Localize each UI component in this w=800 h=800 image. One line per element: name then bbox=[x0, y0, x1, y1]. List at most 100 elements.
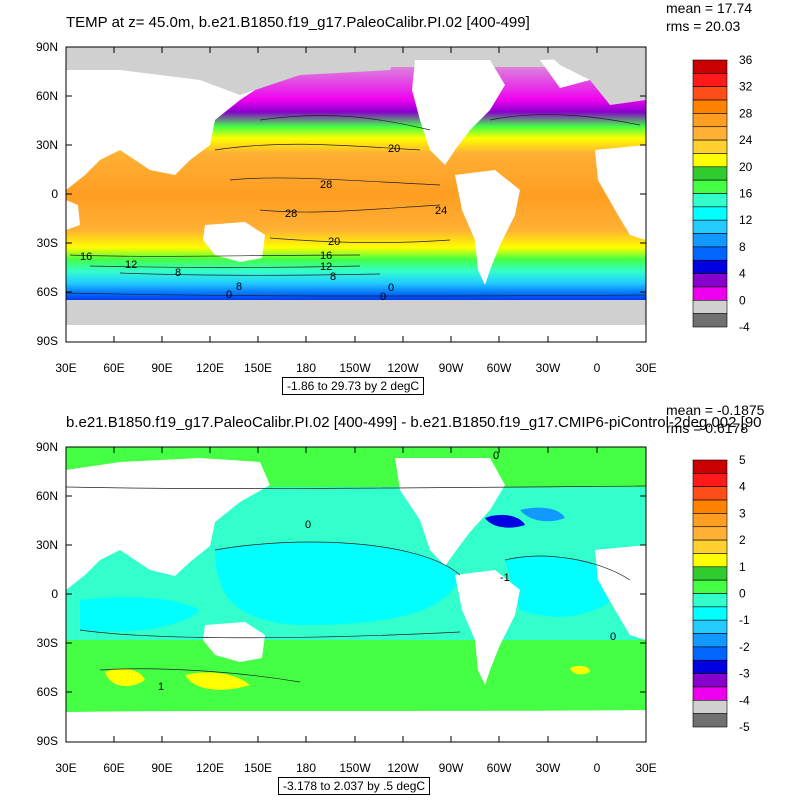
lat-label: 90N bbox=[36, 40, 58, 54]
top-antarctic-ice bbox=[66, 300, 646, 325]
bottom-colorbar-swatch bbox=[692, 459, 728, 474]
top-colorbar-swatch bbox=[692, 233, 728, 248]
bottom-contour-label: 0 bbox=[493, 450, 499, 462]
bottom-colorbar-label: -1 bbox=[739, 613, 750, 627]
top-contour-label: 0 bbox=[226, 289, 232, 301]
bottom-north-america bbox=[395, 458, 505, 566]
bottom-map-panel: b.e21.B1850.f19_g17.PaleoCalibr.PI.02 [4… bbox=[0, 400, 800, 800]
bottom-colorbar-label: -4 bbox=[739, 693, 750, 707]
lon-label: 60W bbox=[487, 361, 512, 375]
top-contour-label: 8 bbox=[236, 281, 242, 293]
top-africa bbox=[595, 145, 646, 240]
top-colorbar-swatch bbox=[692, 73, 728, 87]
lat-label: 60S bbox=[37, 685, 58, 699]
bottom-colorbar-swatch bbox=[692, 633, 728, 648]
top-colorbar-swatch bbox=[692, 86, 728, 101]
lon-label: 150E bbox=[244, 761, 272, 775]
bottom-colorbar-swatch bbox=[692, 593, 728, 608]
lat-label: 90S bbox=[37, 734, 58, 748]
bottom-contour-label: 1 bbox=[158, 681, 164, 693]
top-colorbar-swatch bbox=[692, 99, 728, 114]
lon-label: 150W bbox=[339, 361, 371, 375]
top-contour-label-group: 20 28 28 24 20 16 16 12 12 8 8 0 0 0 8 bbox=[80, 143, 447, 303]
top-north-america bbox=[412, 60, 505, 165]
top-mean-stat: mean = 17.74 bbox=[666, 0, 753, 16]
top-contour-28n bbox=[229, 177, 441, 186]
bottom-colorbar-label: 5 bbox=[739, 453, 746, 467]
top-lat-axis: 90N 60N 30N 0 30S 60S 90S bbox=[36, 40, 58, 348]
top-contour-label: 8 bbox=[175, 267, 181, 279]
top-colorbar-swatch bbox=[692, 299, 728, 314]
bottom-map-title: b.e21.B1850.f19_g17.PaleoCalibr.PI.02 [4… bbox=[66, 414, 762, 431]
lat-label: 30S bbox=[37, 636, 58, 650]
top-colorbar-label: 36 bbox=[739, 53, 753, 67]
top-contour-north-atl bbox=[489, 114, 641, 126]
bottom-contour-one bbox=[99, 668, 301, 683]
top-colorbar-swatch bbox=[692, 273, 728, 288]
top-contour-8s bbox=[119, 272, 381, 276]
lon-label: 60E bbox=[103, 361, 124, 375]
top-contour-label: 12 bbox=[125, 259, 137, 271]
lat-label: 60S bbox=[37, 285, 58, 299]
bottom-continents bbox=[66, 458, 646, 742]
top-contour-lines bbox=[65, 114, 647, 297]
top-colorbar-label: 0 bbox=[739, 293, 746, 307]
top-colorbar-swatch bbox=[692, 246, 728, 261]
lat-label: 90N bbox=[36, 440, 58, 454]
bottom-colorbar-swatch bbox=[692, 486, 728, 501]
lon-label: 90W bbox=[439, 361, 464, 375]
bottom-colorbar-label: -2 bbox=[739, 640, 750, 654]
top-contour-28s bbox=[259, 204, 441, 213]
lon-label: 120W bbox=[387, 761, 419, 775]
lat-label: 0 bbox=[51, 187, 58, 201]
bottom-colorbar-label: 4 bbox=[739, 480, 746, 494]
top-antarctic-land bbox=[66, 325, 646, 342]
top-colorbar: 36 32 28 24 20 16 12 8 4 0 -4 bbox=[692, 53, 753, 334]
top-map-title: TEMP at z= 45.0m, b.e21.B1850.f19_g17.Pa… bbox=[66, 14, 530, 31]
lat-label: 30N bbox=[36, 138, 58, 152]
lon-label: 120E bbox=[196, 361, 224, 375]
top-colorbar-swatch bbox=[692, 313, 728, 328]
lon-label: 90E bbox=[151, 761, 172, 775]
top-colorbar-label: 4 bbox=[739, 267, 746, 281]
top-colorbar-swatch bbox=[692, 179, 728, 194]
bottom-colorbar-label: 1 bbox=[739, 560, 746, 574]
lon-label: 90W bbox=[439, 761, 464, 775]
bottom-mean-stat: mean = -0.1875 bbox=[666, 402, 765, 418]
bottom-rms-stat: rms = 0.6178 bbox=[666, 420, 749, 436]
top-colorbar-swatch bbox=[692, 193, 728, 208]
lon-label: 180 bbox=[296, 761, 316, 775]
bottom-lat-axis: 90N 60N 30N 0 30S 60S 90S bbox=[36, 440, 58, 748]
lon-label: 30W bbox=[536, 761, 561, 775]
bottom-indian-anomaly bbox=[80, 597, 200, 632]
lat-label: 90S bbox=[37, 334, 58, 348]
top-gray-asia bbox=[66, 47, 400, 95]
top-colorbar-swatch bbox=[692, 166, 728, 181]
top-colorbar-label: 28 bbox=[739, 106, 753, 120]
lat-label: 0 bbox=[51, 587, 58, 601]
top-contour-0s bbox=[65, 292, 647, 297]
lon-label: 90E bbox=[151, 361, 172, 375]
bottom-colorbar-label: 3 bbox=[739, 506, 746, 520]
bottom-colorbar-label: -5 bbox=[739, 720, 750, 734]
top-colorbar-label: 12 bbox=[739, 213, 753, 227]
top-colorbar-swatch bbox=[692, 259, 728, 274]
bottom-contour-atlantic bbox=[504, 555, 631, 581]
bottom-colorbar-swatch bbox=[692, 553, 728, 568]
bottom-colorbar-swatch bbox=[692, 659, 728, 674]
bottom-colorbar-swatch bbox=[692, 606, 728, 621]
top-contour-label: 28 bbox=[320, 179, 332, 191]
bottom-north-atlantic-cold bbox=[485, 514, 525, 528]
bottom-contour-label: -1 bbox=[500, 572, 510, 584]
bottom-colorbar-swatch bbox=[692, 539, 728, 554]
top-colorbar-swatch bbox=[692, 126, 728, 141]
lat-label: 60N bbox=[36, 89, 58, 103]
top-colorbar-swatch bbox=[692, 139, 728, 154]
bottom-colorbar-label: 2 bbox=[739, 533, 746, 547]
top-colorbar-swatch bbox=[692, 286, 728, 301]
bottom-yellow-patch-2 bbox=[185, 672, 250, 690]
bottom-contour-zero-1 bbox=[214, 541, 461, 576]
bottom-map-canvas: 0 0 -1 0 1 90N 60N 30N 0 30S 60S 90S 30E… bbox=[36, 440, 750, 775]
top-africa-west bbox=[66, 200, 80, 230]
lon-label: 0 bbox=[594, 761, 601, 775]
